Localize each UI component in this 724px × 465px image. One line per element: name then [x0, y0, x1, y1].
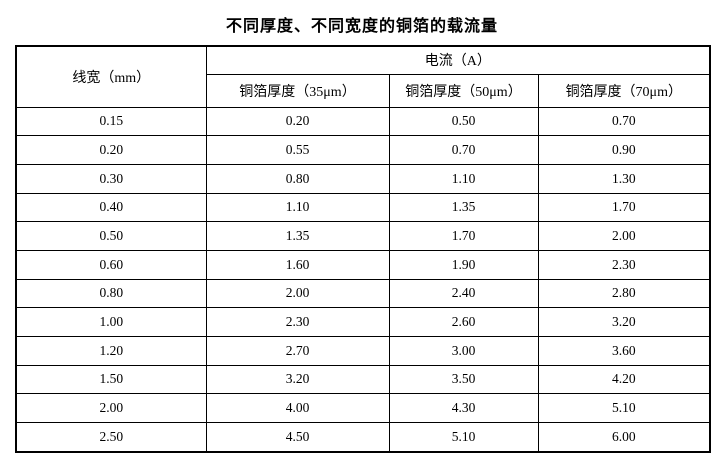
line-width-cell: 2.50 — [15, 421, 207, 453]
current-value-cell: 2.00 — [205, 278, 390, 309]
header-thickness-35um: 铜箔厚度（35μm） — [205, 73, 390, 108]
table-row: 0.30 0.80 1.10 1.30 — [15, 163, 711, 194]
current-value-cell: 4.20 — [537, 364, 711, 395]
current-value-cell: 5.10 — [388, 421, 539, 453]
current-value-cell: 2.40 — [388, 278, 539, 309]
line-width-cell: 0.15 — [15, 106, 207, 137]
current-value-cell: 6.00 — [537, 421, 711, 453]
line-width-cell: 1.00 — [15, 307, 207, 337]
header-row-thickness: 铜箔厚度（35μm） 铜箔厚度（50μm） 铜箔厚度（70μm） — [16, 73, 711, 108]
current-value-cell: 0.70 — [388, 135, 539, 165]
current-value-cell: 1.70 — [537, 192, 711, 223]
line-width-cell: 0.60 — [15, 249, 207, 280]
current-value-cell: 3.00 — [388, 335, 539, 366]
current-value-cell: 1.35 — [388, 192, 539, 223]
page-title: 不同厚度、不同宽度的铜箔的载流量 — [225, 18, 498, 35]
current-value-cell: 1.10 — [205, 192, 390, 223]
header-row-group: 线宽（mm） 电流（A） — [15, 45, 711, 108]
line-width-cell: 1.20 — [15, 335, 207, 366]
table-row: 0.20 0.55 0.70 0.90 — [15, 135, 711, 165]
line-width-cell: 0.20 — [15, 135, 207, 165]
line-width-cell: 0.50 — [15, 221, 207, 251]
current-value-cell: 3.20 — [537, 307, 711, 337]
table-row: 1.00 2.30 2.60 3.20 — [15, 307, 711, 337]
current-value-cell: 1.35 — [205, 221, 390, 251]
current-value-cell: 5.10 — [537, 393, 711, 423]
table-header: 线宽（mm） 电流（A） 铜箔厚度（35μm） 铜箔厚度（50μm） 铜箔厚度（… — [15, 45, 711, 108]
current-value-cell: 2.60 — [388, 307, 539, 337]
current-value-cell: 1.30 — [537, 163, 711, 194]
current-value-cell: 2.30 — [205, 307, 390, 337]
table-row: 0.50 1.35 1.70 2.00 — [15, 221, 711, 251]
line-width-cell: 1.50 — [15, 364, 207, 395]
current-value-cell: 4.50 — [205, 421, 390, 453]
line-width-cell: 0.40 — [15, 192, 207, 223]
current-value-cell: 0.80 — [205, 163, 390, 194]
header-line-width: 线宽（mm） — [15, 45, 207, 108]
current-value-cell: 0.50 — [388, 106, 539, 137]
current-value-cell: 2.30 — [537, 249, 711, 280]
table-row: 0.40 1.10 1.35 1.70 — [15, 192, 711, 223]
table-row: 1.50 3.20 3.50 4.20 — [15, 364, 711, 395]
current-value-cell: 2.00 — [537, 221, 711, 251]
current-value-cell: 4.30 — [388, 393, 539, 423]
copper-foil-current-table: 线宽（mm） 电流（A） 铜箔厚度（35μm） 铜箔厚度（50μm） 铜箔厚度（… — [15, 45, 712, 453]
current-value-cell: 1.10 — [388, 163, 539, 194]
table-row: 0.80 2.00 2.40 2.80 — [15, 278, 711, 309]
current-value-cell: 0.70 — [537, 106, 711, 137]
current-value-cell: 3.20 — [205, 364, 390, 395]
current-value-cell: 0.90 — [537, 135, 711, 165]
current-value-cell: 2.80 — [537, 278, 711, 309]
current-value-cell: 0.20 — [205, 106, 390, 137]
header-thickness-50um: 铜箔厚度（50μm） — [388, 73, 539, 108]
current-value-cell: 1.60 — [205, 249, 390, 280]
table-row: 0.60 1.60 1.90 2.30 — [15, 249, 711, 280]
line-width-cell: 0.80 — [15, 278, 207, 309]
current-value-cell: 3.50 — [388, 364, 539, 395]
header-current-group: 电流（A） — [205, 45, 711, 75]
table-row: 2.00 4.00 4.30 5.10 — [15, 393, 711, 423]
current-value-cell: 3.60 — [537, 335, 711, 366]
table-row: 2.50 4.50 5.10 6.00 — [15, 421, 711, 453]
current-value-cell: 1.70 — [388, 221, 539, 251]
line-width-cell: 2.00 — [15, 393, 207, 423]
table-body: 0.15 0.20 0.50 0.70 0.20 0.55 0.70 0.90 0.30 0.80… — [15, 106, 711, 453]
table-row: 1.20 2.70 3.00 3.60 — [15, 335, 711, 366]
line-width-cell: 0.30 — [15, 163, 207, 194]
header-thickness-70um: 铜箔厚度（70μm） — [537, 73, 711, 108]
current-value-cell: 0.55 — [205, 135, 390, 165]
current-value-cell: 1.90 — [388, 249, 539, 280]
capacity-table: 线宽（mm） 电流（A） 铜箔厚度（35μm） 铜箔厚度（50μm） 铜箔厚度（… — [15, 45, 712, 453]
current-value-cell: 2.70 — [205, 335, 390, 366]
table-row: 0.15 0.20 0.50 0.70 — [15, 106, 711, 137]
current-value-cell: 4.00 — [205, 393, 390, 423]
